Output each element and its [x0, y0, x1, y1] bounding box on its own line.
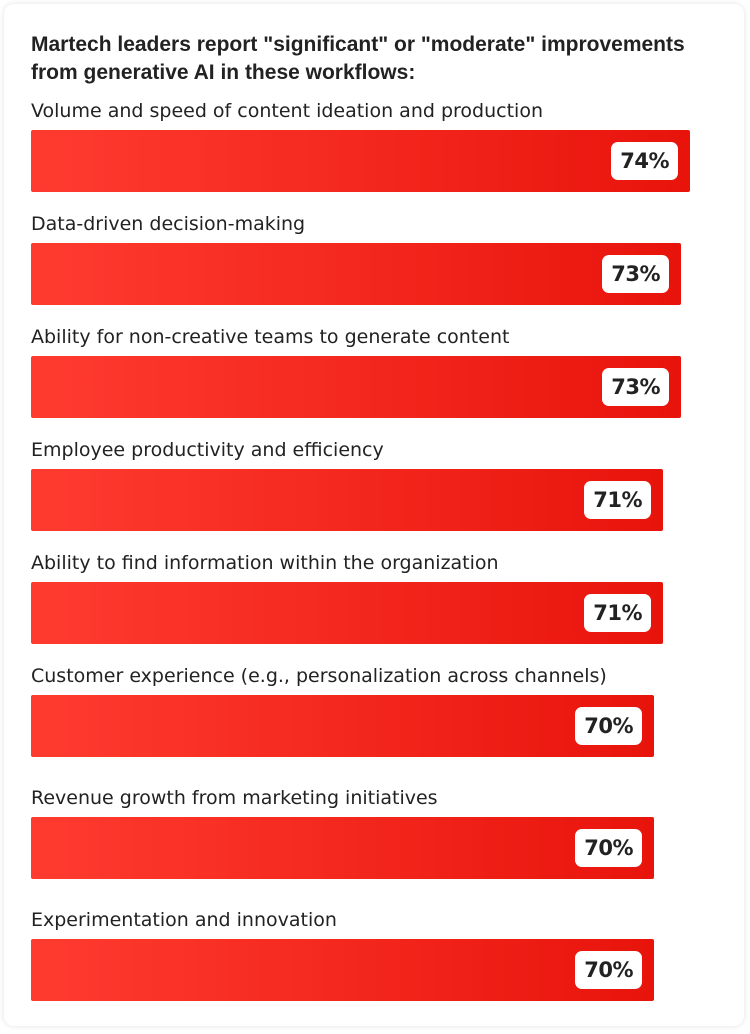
bar: 70%: [31, 817, 654, 879]
bar: 73%: [31, 243, 681, 305]
chart-card: Martech leaders report "significant" or …: [4, 4, 744, 1026]
bar-label: Data-driven decision-making: [31, 213, 306, 235]
bar: 74%: [31, 130, 690, 192]
bar: 71%: [31, 469, 663, 531]
bar: 71%: [31, 582, 663, 644]
bar: 70%: [31, 939, 654, 1001]
bar-label: Revenue growth from marketing initiative…: [31, 787, 438, 809]
bar-label: Volume and speed of content ideation and…: [31, 100, 543, 122]
bar-value-label: 70%: [575, 829, 642, 867]
bar-label: Ability for non-creative teams to genera…: [31, 326, 510, 348]
bar-value-label: 71%: [584, 594, 651, 632]
bar-label: Ability to find information within the o…: [31, 552, 499, 574]
bar-value-label: 70%: [575, 707, 642, 745]
bar-value-label: 70%: [575, 951, 642, 989]
bar-label: Experimentation and innovation: [31, 909, 337, 931]
bar-value-label: 73%: [602, 255, 669, 293]
bar-value-label: 74%: [611, 142, 678, 180]
bar-value-label: 73%: [602, 368, 669, 406]
bar-label: Employee productivity and efficiency: [31, 439, 384, 461]
bar: 73%: [31, 356, 681, 418]
bar-label: Customer experience (e.g., personalizati…: [31, 665, 607, 687]
bar-value-label: 71%: [584, 481, 651, 519]
bar: 70%: [31, 695, 654, 757]
chart-title: Martech leaders report "significant" or …: [31, 33, 685, 84]
